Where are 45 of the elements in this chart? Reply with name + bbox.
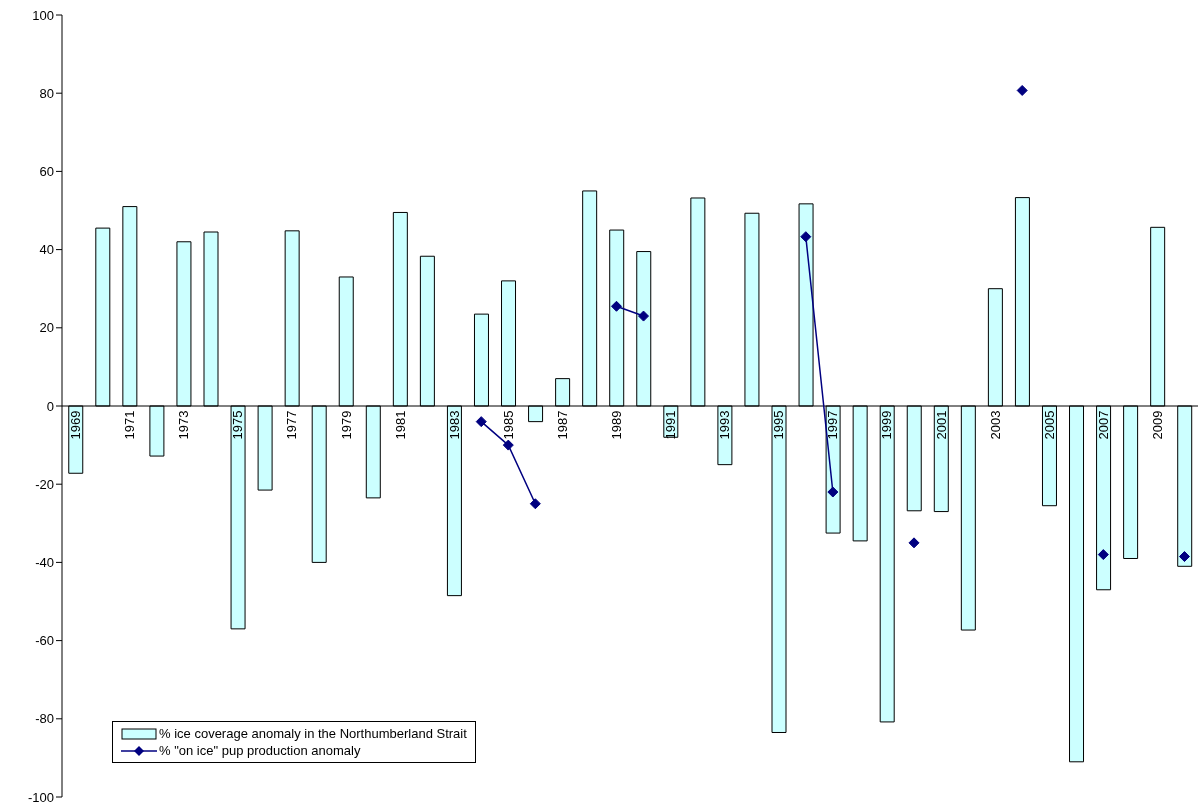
y-tick-label: -60	[35, 633, 54, 649]
x-tick-label: 2005	[1041, 410, 1057, 440]
y-tick-label: -80	[35, 711, 54, 727]
x-tick-label: 1973	[176, 410, 192, 440]
x-tick-label: 1999	[879, 410, 895, 440]
x-tick-label: 1969	[68, 410, 84, 440]
y-tick-label: -40	[35, 555, 54, 571]
x-tick-label: 1991	[663, 410, 679, 440]
y-tick-label: 20	[39, 320, 54, 336]
y-tick-label: 0	[46, 398, 54, 414]
point	[800, 231, 812, 243]
x-tick-label: 1989	[608, 410, 624, 440]
y-tick-label: 80	[39, 85, 54, 101]
point	[638, 310, 650, 322]
y-tick-label: 40	[39, 242, 54, 258]
x-tick-label: 1997	[825, 410, 841, 440]
x-tick-label: 1995	[771, 410, 787, 440]
x-tick-label: 1971	[122, 410, 138, 440]
x-tick-label: 1987	[554, 410, 570, 440]
x-tick-label: 1985	[500, 410, 516, 440]
x-tick-label: 1977	[284, 410, 300, 440]
x-tick-label: 2001	[933, 410, 949, 440]
y-tick-label: 100	[32, 7, 54, 23]
point	[1097, 549, 1109, 561]
x-tick-label: 1983	[446, 410, 462, 440]
point	[1016, 84, 1028, 96]
y-tick-label: -100	[27, 789, 54, 805]
x-tick-label: 2009	[1149, 410, 1165, 440]
point	[529, 498, 541, 510]
point	[908, 537, 920, 549]
point	[502, 439, 514, 451]
point	[1178, 551, 1190, 563]
point	[610, 300, 622, 312]
x-tick-label: 1975	[230, 410, 246, 440]
point	[827, 486, 839, 498]
y-tick-label: -20	[35, 476, 54, 492]
legend-label: % ice coverage anomaly in the Northumberland Strait	[159, 725, 467, 742]
point	[475, 416, 487, 428]
x-tick-label: 1993	[717, 410, 733, 440]
y-tick-label: 60	[39, 164, 54, 180]
legend-label: % "on ice" pup production anomaly	[159, 742, 361, 759]
x-tick-label: 2007	[1095, 410, 1111, 440]
x-tick-label: 2003	[987, 410, 1003, 440]
x-tick-label: 1981	[392, 410, 408, 440]
x-tick-label: 1979	[338, 410, 354, 440]
